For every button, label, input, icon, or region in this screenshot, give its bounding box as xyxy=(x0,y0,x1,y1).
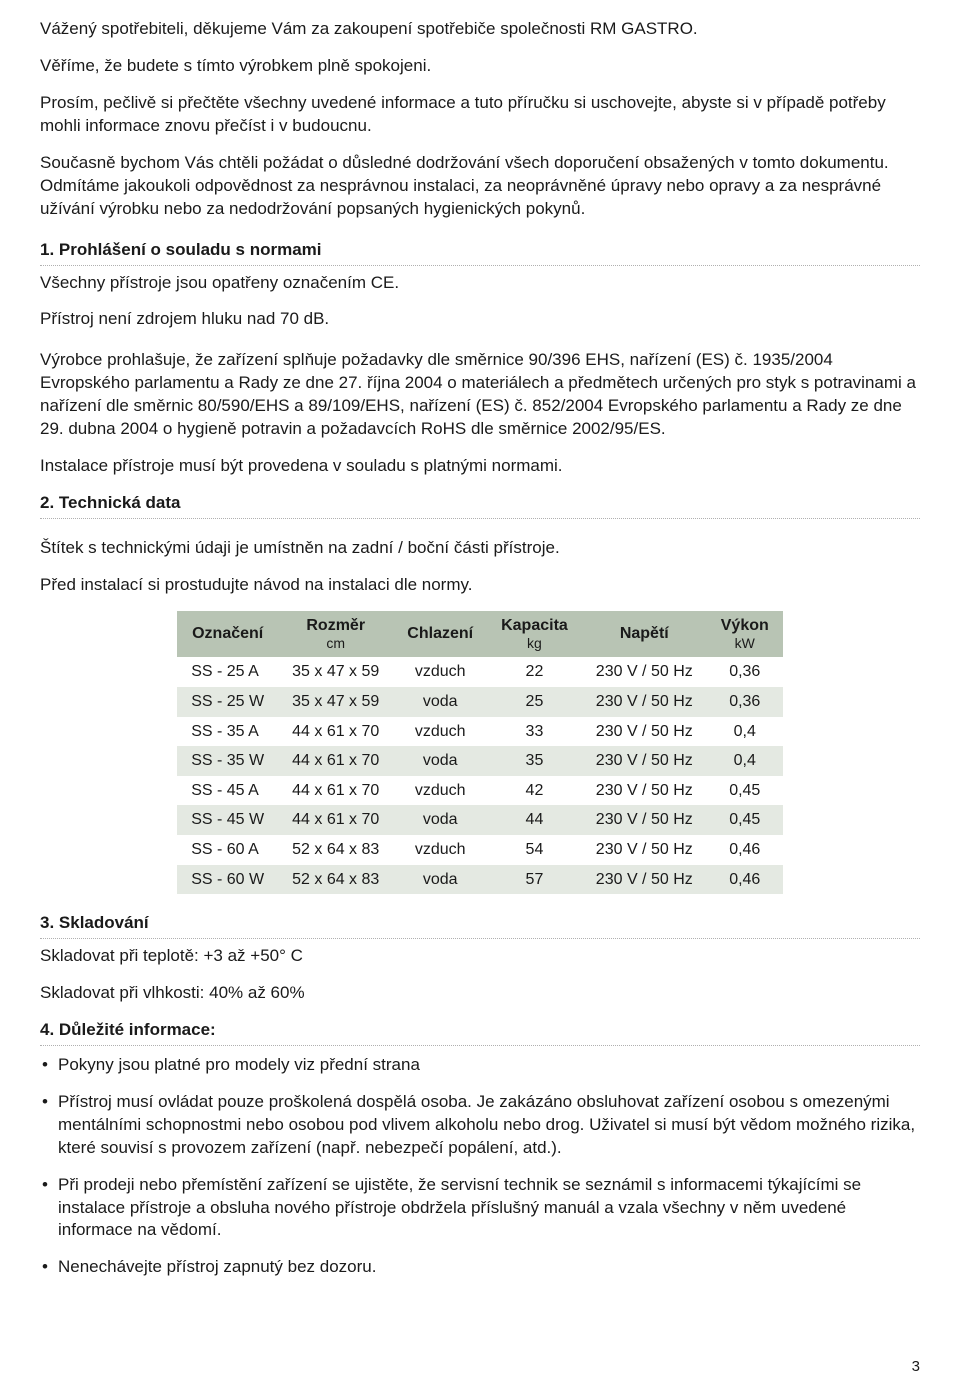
table-row: SS - 45 W44 x 61 x 70voda44230 V / 50 Hz… xyxy=(177,805,783,835)
section-1-heading: 1. Prohlášení o souladu s normami xyxy=(40,239,920,266)
column-header: Kapacitakg xyxy=(487,611,582,657)
document-page: Vážený spotřebiteli, děkujeme Vám za zak… xyxy=(0,0,960,1389)
intro-p4: Současně bychom Vás chtěli požádat o důs… xyxy=(40,152,920,221)
table-cell: 35 x 47 x 59 xyxy=(278,657,393,687)
s1-line4: Instalace přístroje musí být provedena v… xyxy=(40,455,920,478)
list-item: Při prodeji nebo přemístění zařízení se … xyxy=(40,1174,920,1243)
list-item: Nenechávejte přístroj zapnutý bez dozoru… xyxy=(40,1256,920,1279)
table-cell: 230 V / 50 Hz xyxy=(582,746,707,776)
s3-line1: Skladovat při teplotě: +3 až +50° C xyxy=(40,945,920,968)
table-cell: 230 V / 50 Hz xyxy=(582,717,707,747)
s1-line3: Výrobce prohlašuje, že zařízení splňuje … xyxy=(40,349,920,441)
table-cell: 0,46 xyxy=(707,865,783,895)
table-cell: 35 xyxy=(487,746,582,776)
column-header: Chlazení xyxy=(393,611,487,657)
table-cell: 230 V / 50 Hz xyxy=(582,687,707,717)
important-info-list: Pokyny jsou platné pro modely viz přední… xyxy=(40,1054,920,1280)
table-cell: voda xyxy=(393,865,487,895)
table-cell: 0,45 xyxy=(707,805,783,835)
column-header: Označení xyxy=(177,611,278,657)
table-cell: SS - 60 W xyxy=(177,865,278,895)
table-cell: voda xyxy=(393,746,487,776)
table-cell: 0,46 xyxy=(707,835,783,865)
table-cell: 25 xyxy=(487,687,582,717)
intro-p2: Věříme, že budete s tímto výrobkem plně … xyxy=(40,55,920,78)
intro-p1: Vážený spotřebiteli, děkujeme Vám za zak… xyxy=(40,18,920,41)
table-row: SS - 60 W52 x 64 x 83voda57230 V / 50 Hz… xyxy=(177,865,783,895)
table-row: SS - 60 A52 x 64 x 83vzduch54230 V / 50 … xyxy=(177,835,783,865)
table-cell: 230 V / 50 Hz xyxy=(582,776,707,806)
s3-line2: Skladovat při vlhkosti: 40% až 60% xyxy=(40,982,920,1005)
technical-data-table: OznačeníRozměrcmChlazeníKapacitakgNapětí… xyxy=(177,611,783,894)
table-cell: 0,45 xyxy=(707,776,783,806)
table-cell: vzduch xyxy=(393,776,487,806)
list-item: Přístroj musí ovládat pouze proškolená d… xyxy=(40,1091,920,1160)
table-cell: 52 x 64 x 83 xyxy=(278,835,393,865)
table-cell: 33 xyxy=(487,717,582,747)
table-cell: SS - 60 A xyxy=(177,835,278,865)
table-row: SS - 25 A35 x 47 x 59vzduch22230 V / 50 … xyxy=(177,657,783,687)
intro-p3: Prosím, pečlivě si přečtěte všechny uved… xyxy=(40,92,920,138)
table-body: SS - 25 A35 x 47 x 59vzduch22230 V / 50 … xyxy=(177,657,783,894)
table-cell: 230 V / 50 Hz xyxy=(582,835,707,865)
table-cell: 35 x 47 x 59 xyxy=(278,687,393,717)
table-row: SS - 45 A44 x 61 x 70vzduch42230 V / 50 … xyxy=(177,776,783,806)
column-header: Rozměrcm xyxy=(278,611,393,657)
table-cell: SS - 45 A xyxy=(177,776,278,806)
table-cell: 0,36 xyxy=(707,657,783,687)
table-cell: 22 xyxy=(487,657,582,687)
table-cell: vzduch xyxy=(393,657,487,687)
table-cell: 0,36 xyxy=(707,687,783,717)
table-cell: 44 x 61 x 70 xyxy=(278,746,393,776)
table-cell: 0,4 xyxy=(707,746,783,776)
table-row: SS - 35 A44 x 61 x 70vzduch33230 V / 50 … xyxy=(177,717,783,747)
table-cell: 44 x 61 x 70 xyxy=(278,805,393,835)
section-2-heading: 2. Technická data xyxy=(40,492,920,519)
table-cell: SS - 25 A xyxy=(177,657,278,687)
column-header: VýkonkW xyxy=(707,611,783,657)
table-cell: vzduch xyxy=(393,717,487,747)
table-cell: 230 V / 50 Hz xyxy=(582,657,707,687)
s2-line2: Před instalací si prostudujte návod na i… xyxy=(40,574,920,597)
s1-line2: Přístroj není zdrojem hluku nad 70 dB. xyxy=(40,308,920,331)
section-4-heading: 4. Důležité informace: xyxy=(40,1019,920,1046)
section-3-heading: 3. Skladování xyxy=(40,912,920,939)
table-cell: 230 V / 50 Hz xyxy=(582,865,707,895)
intro-block: Vážený spotřebiteli, děkujeme Vám za zak… xyxy=(40,18,920,221)
table-cell: 57 xyxy=(487,865,582,895)
s2-line1: Štítek s technickými údaji je umístněn n… xyxy=(40,537,920,560)
table-row: SS - 25 W35 x 47 x 59voda25230 V / 50 Hz… xyxy=(177,687,783,717)
table-cell: voda xyxy=(393,805,487,835)
table-cell: SS - 25 W xyxy=(177,687,278,717)
s1-line1: Všechny přístroje jsou opatřeny označení… xyxy=(40,272,920,295)
table-cell: 44 xyxy=(487,805,582,835)
table-row: SS - 35 W44 x 61 x 70voda35230 V / 50 Hz… xyxy=(177,746,783,776)
table-cell: 230 V / 50 Hz xyxy=(582,805,707,835)
table-cell: 44 x 61 x 70 xyxy=(278,717,393,747)
table-cell: SS - 35 W xyxy=(177,746,278,776)
table-cell: 54 xyxy=(487,835,582,865)
table-cell: 42 xyxy=(487,776,582,806)
table-header-row: OznačeníRozměrcmChlazeníKapacitakgNapětí… xyxy=(177,611,783,657)
list-item: Pokyny jsou platné pro modely viz přední… xyxy=(40,1054,920,1077)
table-cell: vzduch xyxy=(393,835,487,865)
page-number: 3 xyxy=(912,1357,920,1377)
table-cell: 52 x 64 x 83 xyxy=(278,865,393,895)
table-cell: 44 x 61 x 70 xyxy=(278,776,393,806)
table-cell: voda xyxy=(393,687,487,717)
table-cell: SS - 35 A xyxy=(177,717,278,747)
column-header: Napětí xyxy=(582,611,707,657)
table-cell: SS - 45 W xyxy=(177,805,278,835)
table-cell: 0,4 xyxy=(707,717,783,747)
